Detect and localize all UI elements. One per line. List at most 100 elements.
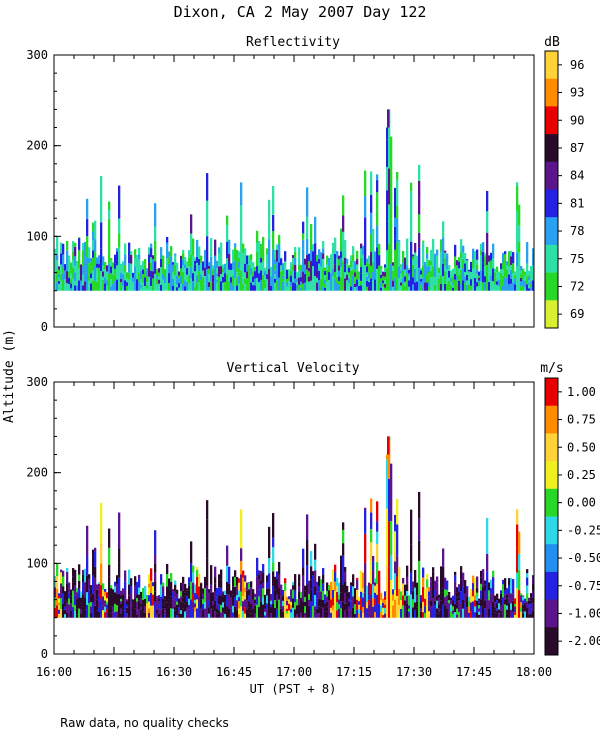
- data-cell: [258, 579, 261, 590]
- data-cell: [324, 597, 327, 604]
- data-cell: [364, 510, 367, 534]
- data-cell: [292, 607, 295, 618]
- data-cell: [454, 571, 457, 576]
- data-cell: [404, 595, 407, 601]
- data-cell: [182, 590, 185, 598]
- data-cell: [440, 261, 443, 276]
- data-cell: [460, 239, 463, 253]
- data-cell: [158, 601, 161, 605]
- data-cell: [60, 569, 63, 573]
- data-cell: [90, 585, 93, 589]
- data-cell: [486, 553, 489, 572]
- data-cell: [446, 601, 449, 609]
- data-cell: [118, 512, 121, 549]
- data-cell: [448, 287, 451, 291]
- data-cell: [192, 601, 195, 609]
- data-cell: [190, 541, 193, 564]
- data-cell: [304, 606, 307, 613]
- data-cell: [302, 575, 305, 588]
- data-cell: [104, 600, 107, 604]
- data-cell: [262, 246, 265, 262]
- data-cell: [254, 599, 257, 604]
- data-cell: [108, 565, 111, 577]
- data-cell: [222, 272, 225, 277]
- data-cell: [400, 285, 403, 291]
- data-cell: [354, 276, 357, 280]
- data-cell: [532, 252, 535, 266]
- data-cell: [232, 612, 235, 618]
- data-cell: [396, 206, 399, 219]
- data-cell: [308, 611, 311, 618]
- data-cell: [446, 608, 449, 618]
- data-cell: [316, 261, 319, 271]
- data-cell: [508, 578, 511, 585]
- data-cell: [384, 280, 387, 285]
- data-cell: [508, 602, 511, 611]
- data-cell: [490, 606, 493, 618]
- data-cell: [318, 576, 321, 587]
- data-cell: [468, 612, 471, 618]
- data-cell: [286, 600, 289, 606]
- data-cell: [444, 276, 447, 284]
- data-cell: [484, 580, 487, 585]
- data-cell: [274, 579, 277, 590]
- data-cell: [298, 604, 301, 611]
- data-cell: [114, 263, 117, 269]
- data-cell: [70, 603, 73, 611]
- data-cell: [290, 589, 293, 596]
- data-cell: [72, 576, 75, 583]
- data-cell: [278, 561, 281, 575]
- data-cell: [228, 269, 231, 282]
- data-cell: [308, 606, 311, 612]
- data-cell: [188, 275, 191, 284]
- data-cell: [478, 611, 481, 615]
- data-cell: [476, 286, 479, 291]
- data-cell: [488, 261, 491, 273]
- data-cell: [268, 268, 271, 291]
- data-cell: [362, 612, 365, 618]
- data-cell: [218, 587, 221, 596]
- data-cell: [222, 607, 225, 613]
- data-cell: [264, 275, 267, 280]
- data-cell: [440, 275, 443, 284]
- data-cell: [418, 214, 421, 233]
- data-cell: [334, 571, 337, 582]
- data-cell: [426, 579, 429, 588]
- data-cell: [244, 278, 247, 285]
- data-cell: [428, 286, 431, 291]
- data-cell: [326, 263, 329, 271]
- data-cell: [96, 281, 99, 291]
- data-cell: [372, 252, 375, 263]
- data-cell: [246, 286, 249, 291]
- data-cell: [384, 287, 387, 291]
- data-cell: [522, 274, 525, 280]
- data-cell: [370, 498, 373, 513]
- data-cell: [506, 605, 509, 610]
- data-cell: [62, 267, 65, 274]
- data-cell: [488, 281, 491, 291]
- data-cell: [366, 280, 369, 287]
- data-cell: [444, 265, 447, 272]
- data-cell: [304, 601, 307, 607]
- data-cell: [396, 242, 399, 266]
- data-cell: [368, 595, 371, 600]
- data-cell: [208, 592, 211, 601]
- data-cell: [54, 261, 57, 269]
- data-cell: [460, 591, 463, 604]
- data-cell: [192, 572, 195, 583]
- data-cell: [310, 280, 313, 291]
- data-cell: [528, 282, 531, 285]
- data-cell: [362, 588, 365, 593]
- data-cell: [84, 259, 87, 273]
- data-cell: [442, 588, 445, 605]
- data-cell: [272, 603, 275, 618]
- data-cell: [354, 261, 357, 270]
- data-cell: [156, 599, 159, 604]
- data-cell: [368, 582, 371, 596]
- data-cell: [228, 594, 231, 609]
- colorbar-tick-label: 1.00: [567, 385, 596, 399]
- data-cell: [198, 586, 201, 597]
- data-cell: [462, 245, 465, 253]
- data-cell: [66, 241, 69, 251]
- data-cell: [266, 603, 269, 610]
